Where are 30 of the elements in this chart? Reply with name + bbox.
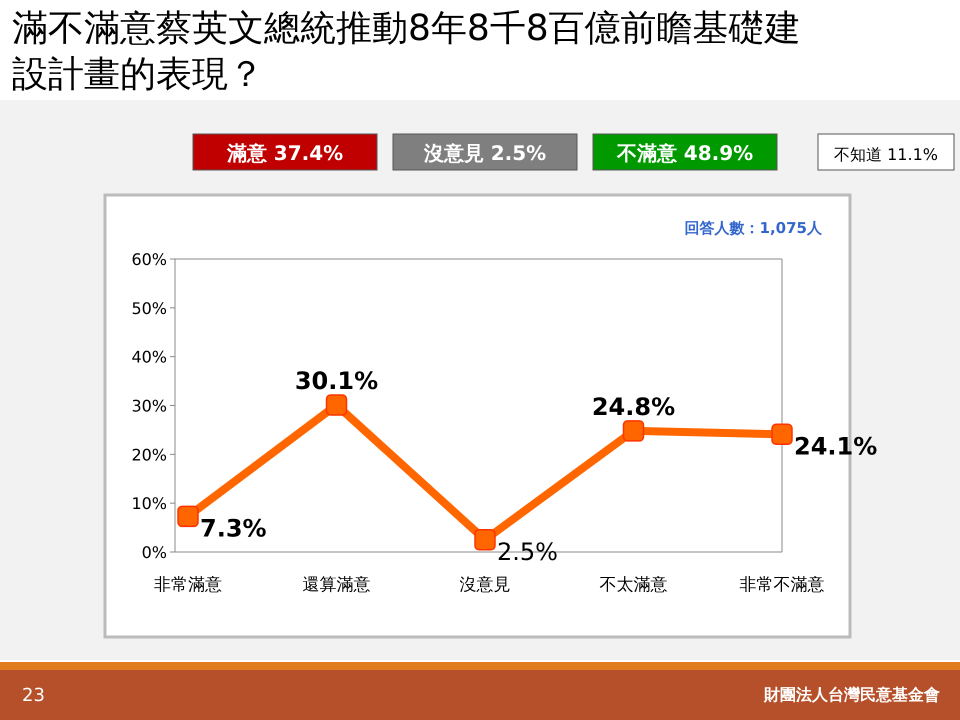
data-label: 2.5% — [497, 538, 558, 566]
text: 不滿意 48.9% — [616, 141, 754, 165]
text: 財團法人台灣民意基金會 — [763, 685, 940, 704]
text: 滿意 37.4% — [226, 141, 344, 165]
x-tick-label: 沒意見 — [460, 575, 510, 595]
text: 沒意見 2.5% — [422, 141, 546, 165]
point — [474, 529, 496, 551]
point — [622, 420, 644, 442]
y-tick-label: 60% — [131, 250, 167, 269]
text: 不知道 11.1% — [834, 145, 938, 164]
y-tick-label: 30% — [131, 396, 167, 416]
y-tick-label: 50% — [131, 298, 167, 318]
y-tick-label: 10% — [131, 494, 167, 514]
point — [771, 424, 793, 446]
data-label: 24.8% — [592, 392, 676, 421]
point — [177, 506, 199, 528]
point — [326, 394, 348, 416]
data-label: 30.1% — [294, 367, 378, 396]
x-tick-label: 非常滿意 — [154, 575, 222, 595]
text: 回答人數：1,075人 — [684, 219, 823, 237]
chart-title: 滿不滿意蔡英文總統推動8年8千8百億前瞻基礎建設計畫的表現？ — [12, 8, 801, 95]
x-tick-label: 還算滿意 — [302, 575, 370, 595]
y-tick-label: 0% — [142, 543, 167, 562]
y-tick-label: 40% — [131, 348, 167, 367]
x-tick-label: 不太滿意 — [600, 575, 668, 595]
text: 23 — [22, 685, 45, 706]
y-tick-label: 20% — [131, 445, 167, 464]
data-label: 7.3% — [200, 514, 267, 542]
data-label: 24.1% — [794, 432, 878, 460]
x-tick-label: 非常不滿意 — [740, 575, 824, 595]
